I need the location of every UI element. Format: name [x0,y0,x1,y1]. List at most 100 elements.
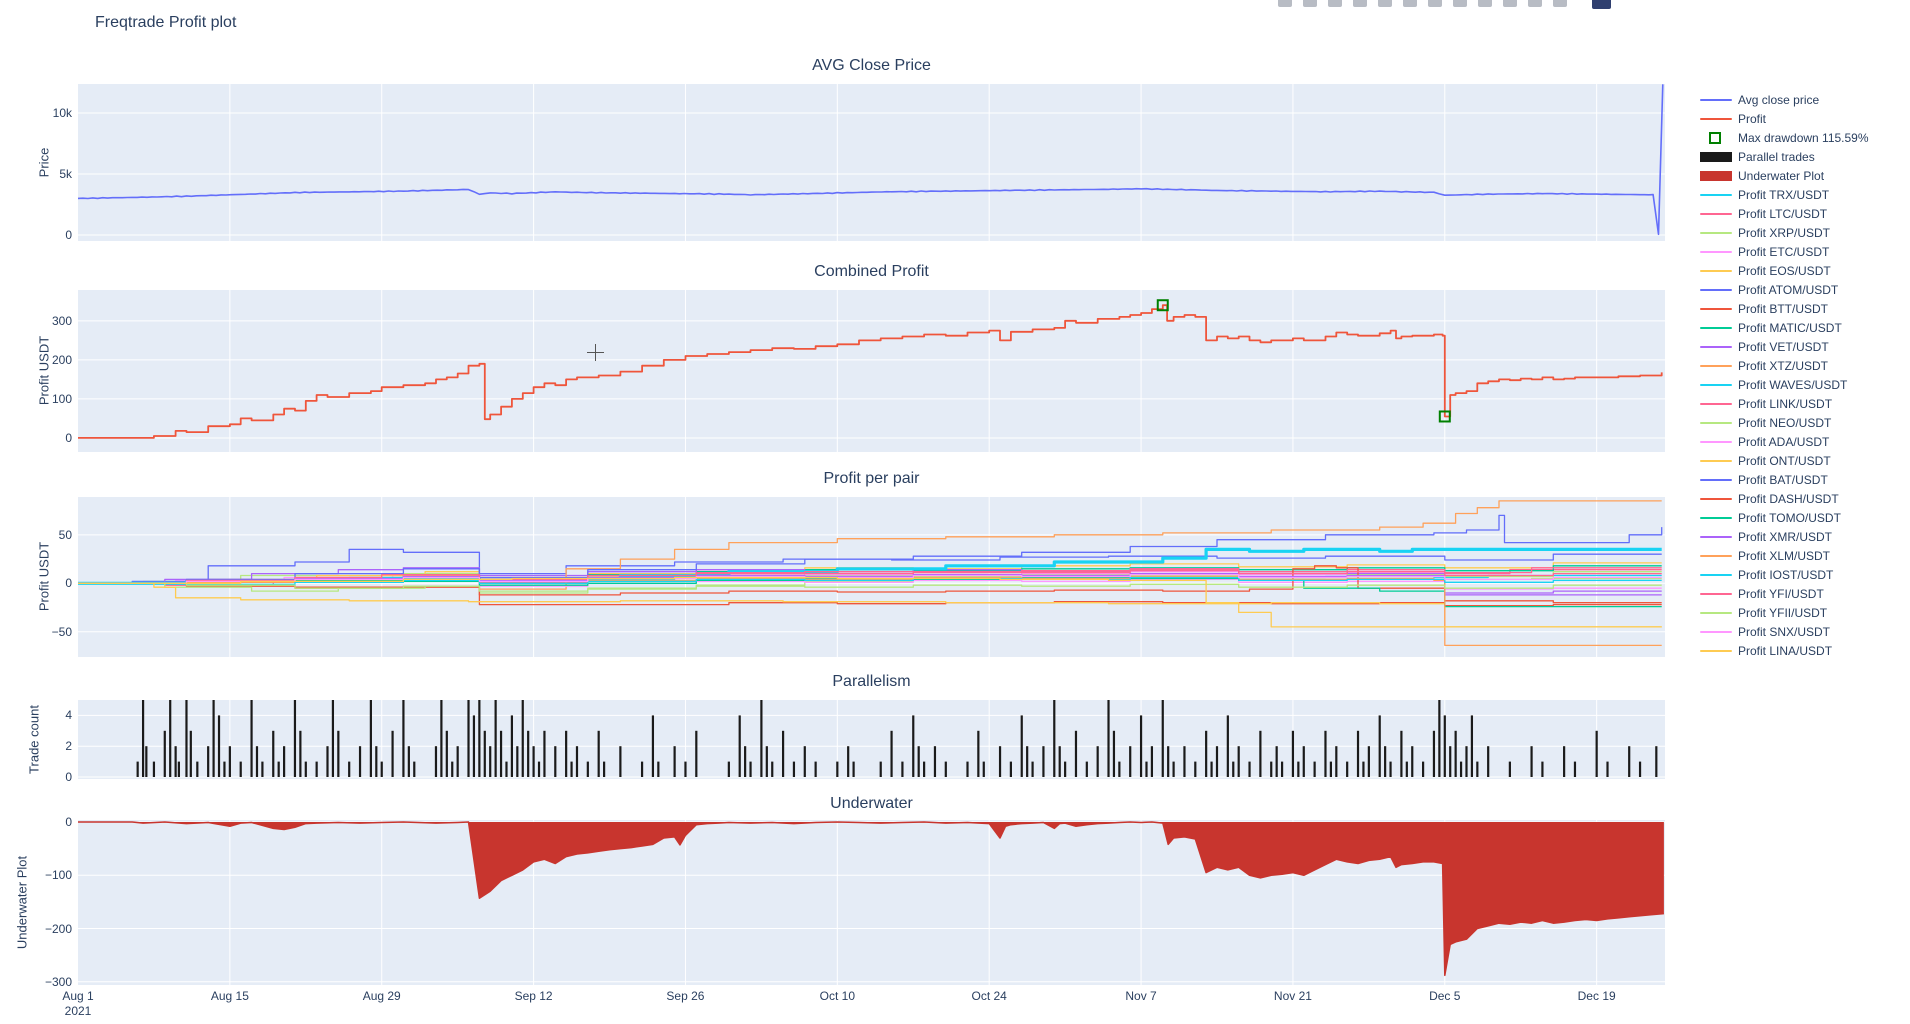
x-tick-label: Oct 10 [819,989,855,1003]
parallel-trades-bar [145,746,148,777]
legend-item-profit-link-usdt[interactable]: Profit LINK/USDT [1700,394,1869,413]
zoom-out-icon[interactable] [1428,0,1442,7]
parallel-trades-bar [1356,730,1360,777]
parallel-trades-bar [1443,715,1446,777]
parallel-trades-bar [673,746,676,777]
legend-item-profit-xlm-usdt[interactable]: Profit XLM/USDT [1700,546,1869,565]
parallel-trades-bar [1432,730,1436,777]
parallel-trades-bar [771,761,774,777]
reset-axes-icon[interactable] [1478,0,1492,7]
legend-label: Profit MATIC/USDT [1738,320,1842,335]
camera-icon[interactable] [1278,0,1292,7]
parallel-trades-bar [1378,715,1381,777]
parallel-trades-bar [695,730,698,777]
pan-icon[interactable] [1328,0,1342,7]
legend-item-profit-ltc-usdt[interactable]: Profit LTC/USDT [1700,204,1869,223]
legend-item-profit-yfii-usdt[interactable]: Profit YFII/USDT [1700,603,1869,622]
hover-closest-icon[interactable] [1528,0,1542,7]
lasso-icon[interactable] [1378,0,1392,7]
parallel-trades-bar [917,746,920,777]
legend-item-profit-iost-usdt[interactable]: Profit IOST/USDT [1700,565,1869,584]
legend-item-profit-matic-usdt[interactable]: Profit MATIC/USDT [1700,318,1869,337]
legend-item-profit-neo-usdt[interactable]: Profit NEO/USDT [1700,413,1869,432]
legend-item-profit-btt-usdt[interactable]: Profit BTT/USDT [1700,299,1869,318]
legend-item-profit-lina-usdt[interactable]: Profit LINA/USDT [1700,641,1869,660]
parallel-trades-bar [1628,746,1631,777]
autoscale-icon[interactable] [1453,0,1467,7]
legend-item-avg-close-price[interactable]: Avg close price [1700,90,1869,109]
legend-label: Profit YFII/USDT [1738,605,1828,620]
parallel-trades-bar [1655,746,1658,777]
parallel-trades-bar [803,746,806,777]
parallel-trades-bar [369,700,372,777]
max-drawdown-marker [1438,410,1451,423]
legend-item-profit-xrp-usdt[interactable]: Profit XRP/USDT [1700,223,1869,242]
legend-label: Parallel trades [1738,149,1815,164]
legend-item-profit-dash-usdt[interactable]: Profit DASH/USDT [1700,489,1869,508]
legend-item-profit-vet-usdt[interactable]: Profit VET/USDT [1700,337,1869,356]
parallel-trades-bar [136,761,139,777]
parallel-trades-bar [966,761,969,777]
parallel-trades-bar [570,761,573,777]
legend-label: Profit LINA/USDT [1738,643,1833,658]
legend-swatch-icon [1700,170,1732,181]
legend-item-profit-xmr-usdt[interactable]: Profit XMR/USDT [1700,527,1869,546]
parallel-trades-bar [912,715,915,777]
parallel-trades-bar [744,746,747,777]
parallel-trades-bar [923,761,926,777]
parallel-trades-bar [299,730,302,777]
legend-item-profit-xtz-usdt[interactable]: Profit XTZ/USDT [1700,356,1869,375]
plot-area-avg-close-price[interactable] [78,84,1665,241]
zoom-in-icon[interactable] [1403,0,1417,7]
legend-swatch-icon [1700,269,1732,272]
legend-item-profit-tomo-usdt[interactable]: Profit TOMO/USDT [1700,508,1869,527]
legend-item-profit-eos-usdt[interactable]: Profit EOS/USDT [1700,261,1869,280]
y-tick-label: 5k [59,167,72,182]
legend-item-max-drawdown-115-59[interactable]: Max drawdown 115.59% [1700,128,1869,147]
legend-item-profit-etc-usdt[interactable]: Profit ETC/USDT [1700,242,1869,261]
parallel-trades-bar [407,746,410,777]
plot-area-combined-profit[interactable] [78,290,1665,452]
parallel-trades-bar [467,700,470,777]
parallel-trades-bar [1226,715,1229,777]
parallel-trades-bar [207,746,210,777]
parallel-trades-bar [177,761,180,777]
series-profit [78,304,1663,439]
legend-item-underwater-plot[interactable]: Underwater Plot [1700,166,1869,185]
parallel-trades-bar [852,761,855,777]
zoom-icon[interactable] [1303,0,1317,7]
y-tick-label: −200 [44,921,72,936]
legend-label: Profit XRP/USDT [1738,225,1831,240]
plotly-logo-icon[interactable] [1592,0,1611,9]
subplot-title-underwater: Underwater [830,795,913,812]
parallel-trades-bar [1118,761,1121,777]
legend-item-profit[interactable]: Profit [1700,109,1869,128]
parallel-trades-bar [494,700,497,777]
toggle-spikes-icon[interactable] [1503,0,1517,7]
legend-item-profit-bat-usdt[interactable]: Profit BAT/USDT [1700,470,1869,489]
parallel-trades-bar [1205,730,1208,777]
legend-label: Profit EOS/USDT [1738,263,1831,278]
legend-swatch-icon [1700,117,1732,120]
legend-item-profit-snx-usdt[interactable]: Profit SNX/USDT [1700,622,1869,641]
parallel-trades-bar [1508,761,1511,777]
legend-swatch-icon [1700,151,1732,162]
y-tick-label: 0 [65,814,72,829]
legend-item-profit-waves-usdt[interactable]: Profit WAVES/USDT [1700,375,1869,394]
legend-item-profit-trx-usdt[interactable]: Profit TRX/USDT [1700,185,1869,204]
legend-item-profit-ada-usdt[interactable]: Profit ADA/USDT [1700,432,1869,451]
legend-item-profit-yfi-usdt[interactable]: Profit YFI/USDT [1700,584,1869,603]
parallel-trades-bar [781,730,785,777]
box-select-icon[interactable] [1353,0,1367,7]
legend-swatch-icon [1700,288,1732,291]
parallel-trades-bar [189,730,192,777]
legend-item-profit-ont-usdt[interactable]: Profit ONT/USDT [1700,451,1869,470]
hover-compare-icon[interactable] [1553,0,1567,7]
parallel-trades-bar [304,761,307,777]
legend-item-parallel-trades[interactable]: Parallel trades [1700,147,1869,166]
parallel-trades-bar [527,730,530,777]
legend-swatch-icon [1700,98,1732,101]
legend-item-profit-atom-usdt[interactable]: Profit ATOM/USDT [1700,280,1869,299]
legend-label: Profit TOMO/USDT [1738,510,1841,525]
legend-swatch-icon [1700,345,1732,348]
